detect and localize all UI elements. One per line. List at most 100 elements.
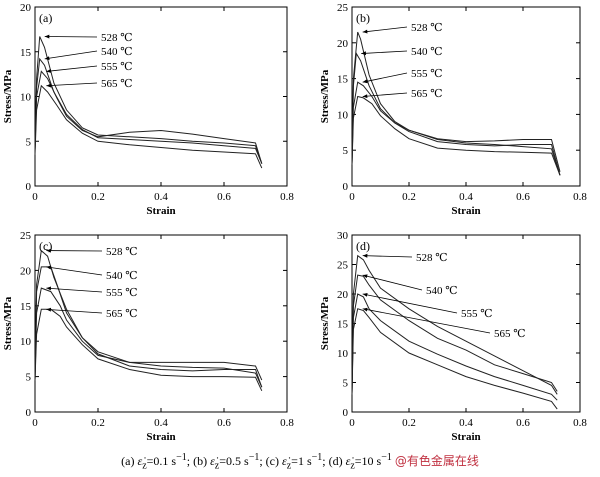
panel-label: (d) (356, 239, 370, 253)
y-tick-label: 15 (337, 74, 349, 86)
arrow-head (362, 307, 368, 312)
arrow-head (46, 83, 51, 88)
series-line (34, 36, 263, 164)
x-axis-label: Strain (451, 431, 480, 443)
plot-frame (351, 234, 581, 413)
annotation-arrow (362, 92, 408, 97)
annotation-arrow (46, 266, 103, 276)
series-label: 565 ℃ (106, 308, 138, 320)
y-axis-label: Stress/MPa (319, 296, 331, 350)
series-line (34, 249, 263, 388)
x-tick-label: 0 (32, 191, 38, 203)
arrow-head (46, 307, 51, 312)
y-axis-label: Stress/MPa (319, 69, 331, 123)
series-label: 528 ℃ (411, 22, 443, 34)
series-line (34, 70, 263, 164)
annotation-arrow (44, 50, 98, 60)
y-tick-label: 5 (343, 378, 349, 390)
x-tick-label: 0.4 (154, 191, 168, 203)
arrow-head (362, 253, 368, 258)
annotation-arrow (46, 82, 98, 87)
annotation-arrow (46, 287, 103, 293)
y-tick-label: 5 (343, 145, 349, 157)
series-label: 555 ℃ (101, 61, 133, 73)
y-tick-label: 20 (20, 265, 32, 277)
arrow-head (362, 79, 368, 84)
y-tick-label: 10 (337, 109, 349, 121)
annotation-arrow (46, 308, 103, 314)
series-line (351, 81, 561, 172)
arrow-head (362, 293, 368, 297)
x-tick-label: 0.6 (516, 191, 530, 203)
y-tick-label: 10 (20, 336, 32, 348)
series-line (351, 31, 561, 176)
caption-rate-c: =1 s (291, 454, 312, 468)
y-tick-label: 20 (20, 2, 32, 14)
caption-panel-d: ; (d) (322, 454, 343, 468)
panel-label: (a) (39, 11, 52, 25)
annotation-arrow (361, 50, 408, 54)
series-line (34, 266, 263, 388)
series-line (34, 57, 263, 164)
panel-label: (b) (356, 11, 370, 25)
series-label: 565 ℃ (494, 328, 526, 340)
x-axis-label: Strain (146, 431, 175, 443)
caption-panel-c: ; (c) (259, 454, 279, 468)
x-tick-label: 0.2 (91, 417, 105, 429)
y-tick-label: 0 (26, 407, 32, 419)
caption-rate-b: =0.5 s (219, 454, 249, 468)
arrow-head (46, 69, 52, 73)
x-tick-label: 0.4 (154, 417, 168, 429)
panel-b: 0 0.2 0.4 0.6 0.8 0 5 10 15 20 25 Strain Stress/MPa (… (319, 2, 587, 217)
series-line (351, 95, 561, 176)
series-label: 528 ℃ (106, 246, 138, 258)
series-line (351, 293, 558, 401)
caption-rate-d: =10 s (354, 454, 382, 468)
y-tick-label: 0 (343, 181, 349, 193)
series-label: 565 ℃ (101, 78, 133, 90)
y-tick-label: 20 (337, 38, 349, 50)
series-label: 565 ℃ (411, 88, 443, 100)
arrow-head (362, 29, 368, 34)
x-tick-label: 0.2 (402, 191, 416, 203)
panel-c: 0 0.2 0.4 0.6 0.80510152025StrainStress/MPa(… (2, 230, 294, 443)
y-tick-label: 5 (26, 136, 32, 148)
x-tick-label: 0.8 (280, 417, 294, 429)
series-label: 540 ℃ (106, 270, 138, 282)
caption-rate-a: =0.1 s (146, 454, 177, 468)
plot-frame (34, 6, 288, 187)
x-tick-label: 0.8 (573, 417, 587, 429)
series-label: 555 ℃ (461, 308, 493, 320)
watermark: @有色金属在线 (394, 454, 479, 468)
series-label: 528 ℃ (101, 32, 133, 44)
annotation-arrow (362, 255, 413, 258)
arrow-head (46, 265, 52, 270)
series-label: 540 ℃ (411, 46, 443, 58)
y-tick-label: 25 (337, 2, 349, 14)
arrow-head (46, 248, 51, 253)
arrow-head (361, 51, 366, 56)
y-tick-label: 20 (337, 289, 349, 301)
series-line (351, 254, 558, 395)
x-tick-label: 0.8 (280, 191, 294, 203)
panel-a: 0 0.2 0.4 0.6 0.8 0 5 10 15 20 Strain Stress/MPa (a)… (2, 2, 294, 217)
y-tick-label: 15 (20, 47, 32, 59)
annotation-arrow (362, 72, 408, 83)
series-line (34, 84, 263, 169)
y-tick-label: 0 (343, 407, 349, 419)
y-tick-label: 10 (337, 348, 349, 360)
x-tick-label: 0 (32, 417, 38, 429)
x-tick-label: 0 (349, 417, 355, 429)
annotation-arrow (362, 274, 423, 291)
arrow-head (46, 286, 51, 291)
y-tick-label: 15 (20, 301, 32, 313)
x-tick-label: 0.6 (516, 417, 530, 429)
series-line (351, 308, 558, 410)
figure-caption: (a) ε̇z=0.1 s−1; (b) ε̇z=0.5 s−1; (c) ε̇… (121, 452, 479, 472)
series-label: 540 ℃ (101, 46, 133, 58)
y-tick-label: 15 (337, 319, 349, 331)
series-line (34, 308, 263, 392)
y-axis-label: Stress/MPa (2, 296, 14, 350)
series-line (351, 274, 558, 395)
